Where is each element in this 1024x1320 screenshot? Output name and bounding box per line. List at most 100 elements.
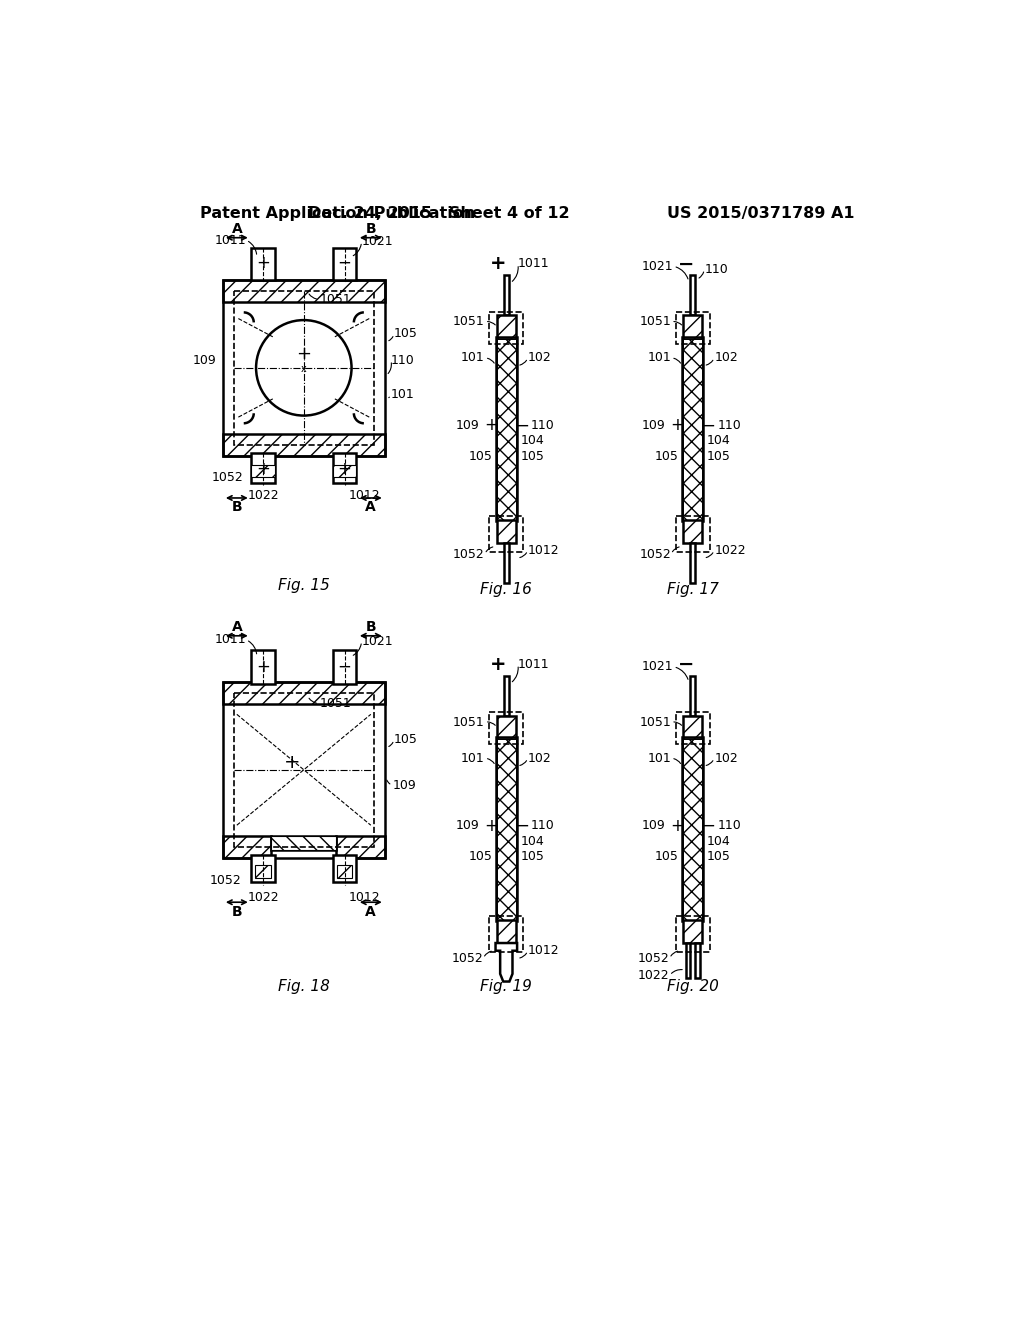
- Text: 105: 105: [394, 327, 418, 341]
- Bar: [676, 312, 710, 345]
- Text: 109: 109: [392, 779, 416, 792]
- Bar: [496, 337, 517, 521]
- Text: 1012: 1012: [528, 944, 559, 957]
- Text: 102: 102: [528, 351, 552, 364]
- Text: 1022: 1022: [714, 544, 745, 557]
- Bar: [223, 682, 385, 704]
- Text: 1021: 1021: [361, 235, 393, 248]
- Text: 1011: 1011: [518, 257, 550, 271]
- Bar: [223, 434, 385, 455]
- Bar: [336, 836, 385, 858]
- Text: Fig. 18: Fig. 18: [278, 978, 330, 994]
- Text: B: B: [231, 906, 242, 919]
- Text: 101: 101: [391, 388, 415, 401]
- Text: 1052: 1052: [212, 471, 244, 483]
- Text: Dec. 24, 2015   Sheet 4 of 12: Dec. 24, 2015 Sheet 4 of 12: [308, 206, 569, 222]
- Bar: [683, 315, 701, 339]
- Bar: [690, 676, 695, 715]
- Text: 1052: 1052: [452, 952, 483, 965]
- Bar: [252, 649, 274, 684]
- Bar: [233, 290, 374, 445]
- Text: A: A: [366, 906, 376, 919]
- Bar: [489, 916, 523, 952]
- Text: 1011: 1011: [214, 634, 246, 647]
- Text: 110: 110: [705, 263, 728, 276]
- Bar: [489, 516, 523, 552]
- Text: 1021: 1021: [361, 635, 393, 648]
- Text: Fig. 16: Fig. 16: [480, 582, 532, 597]
- Text: −: −: [701, 817, 715, 834]
- Text: 105: 105: [469, 450, 493, 462]
- Text: Fig. 15: Fig. 15: [278, 578, 330, 593]
- Text: 104: 104: [707, 834, 730, 847]
- Bar: [233, 693, 374, 847]
- Bar: [683, 520, 701, 543]
- Text: 101: 101: [647, 351, 671, 364]
- Text: 1052: 1052: [638, 952, 670, 965]
- Text: −: −: [678, 255, 694, 273]
- Bar: [695, 942, 699, 978]
- Bar: [252, 465, 274, 478]
- Bar: [223, 280, 385, 302]
- Bar: [333, 453, 356, 483]
- Text: −: −: [515, 416, 528, 434]
- Bar: [676, 516, 710, 552]
- Text: −: −: [701, 416, 715, 434]
- Bar: [683, 715, 701, 739]
- Text: 1051: 1051: [639, 715, 671, 729]
- Text: 1011: 1011: [518, 657, 550, 671]
- Bar: [683, 920, 701, 942]
- Text: 1012: 1012: [528, 544, 559, 557]
- Text: 109: 109: [642, 820, 666, 832]
- Bar: [676, 711, 710, 744]
- Text: +: +: [484, 817, 498, 834]
- Bar: [497, 520, 515, 543]
- Bar: [252, 855, 274, 882]
- Bar: [690, 543, 695, 582]
- Text: B: B: [366, 222, 376, 236]
- Bar: [255, 866, 270, 878]
- Bar: [504, 276, 509, 315]
- Bar: [686, 942, 690, 978]
- Text: US 2015/0371789 A1: US 2015/0371789 A1: [667, 206, 854, 222]
- Text: −: −: [338, 255, 351, 272]
- Text: +: +: [256, 255, 270, 272]
- Bar: [252, 248, 274, 280]
- Bar: [333, 248, 356, 280]
- Text: Fig. 17: Fig. 17: [667, 582, 719, 597]
- Text: +: +: [490, 655, 507, 673]
- Text: B: B: [231, 500, 242, 515]
- Text: 101: 101: [461, 351, 484, 364]
- Text: 105: 105: [655, 850, 679, 863]
- Text: 1052: 1052: [453, 548, 484, 561]
- Bar: [271, 836, 336, 850]
- Text: 105: 105: [394, 733, 418, 746]
- Text: 101: 101: [461, 751, 484, 764]
- Text: +: +: [296, 345, 311, 363]
- Text: 105: 105: [707, 850, 730, 863]
- Text: −: −: [338, 657, 351, 676]
- Text: A: A: [231, 620, 243, 635]
- Text: −: −: [678, 655, 694, 673]
- Bar: [504, 676, 509, 715]
- Bar: [497, 920, 515, 942]
- Bar: [683, 339, 701, 520]
- Text: 110: 110: [717, 418, 741, 432]
- Bar: [271, 836, 336, 850]
- Text: +: +: [338, 461, 351, 478]
- Text: Fig. 20: Fig. 20: [667, 978, 719, 994]
- Bar: [223, 836, 271, 858]
- Text: 105: 105: [469, 850, 493, 863]
- Text: 1021: 1021: [642, 260, 674, 273]
- Bar: [333, 855, 356, 882]
- Text: 102: 102: [528, 751, 552, 764]
- Text: 1012: 1012: [348, 490, 380, 502]
- Circle shape: [256, 321, 351, 416]
- Text: 110: 110: [717, 820, 741, 832]
- Text: 104: 104: [707, 434, 730, 447]
- Bar: [676, 916, 710, 952]
- Text: 110: 110: [391, 354, 415, 367]
- Text: 1022: 1022: [247, 490, 279, 502]
- Bar: [337, 866, 352, 878]
- Text: 105: 105: [520, 850, 544, 863]
